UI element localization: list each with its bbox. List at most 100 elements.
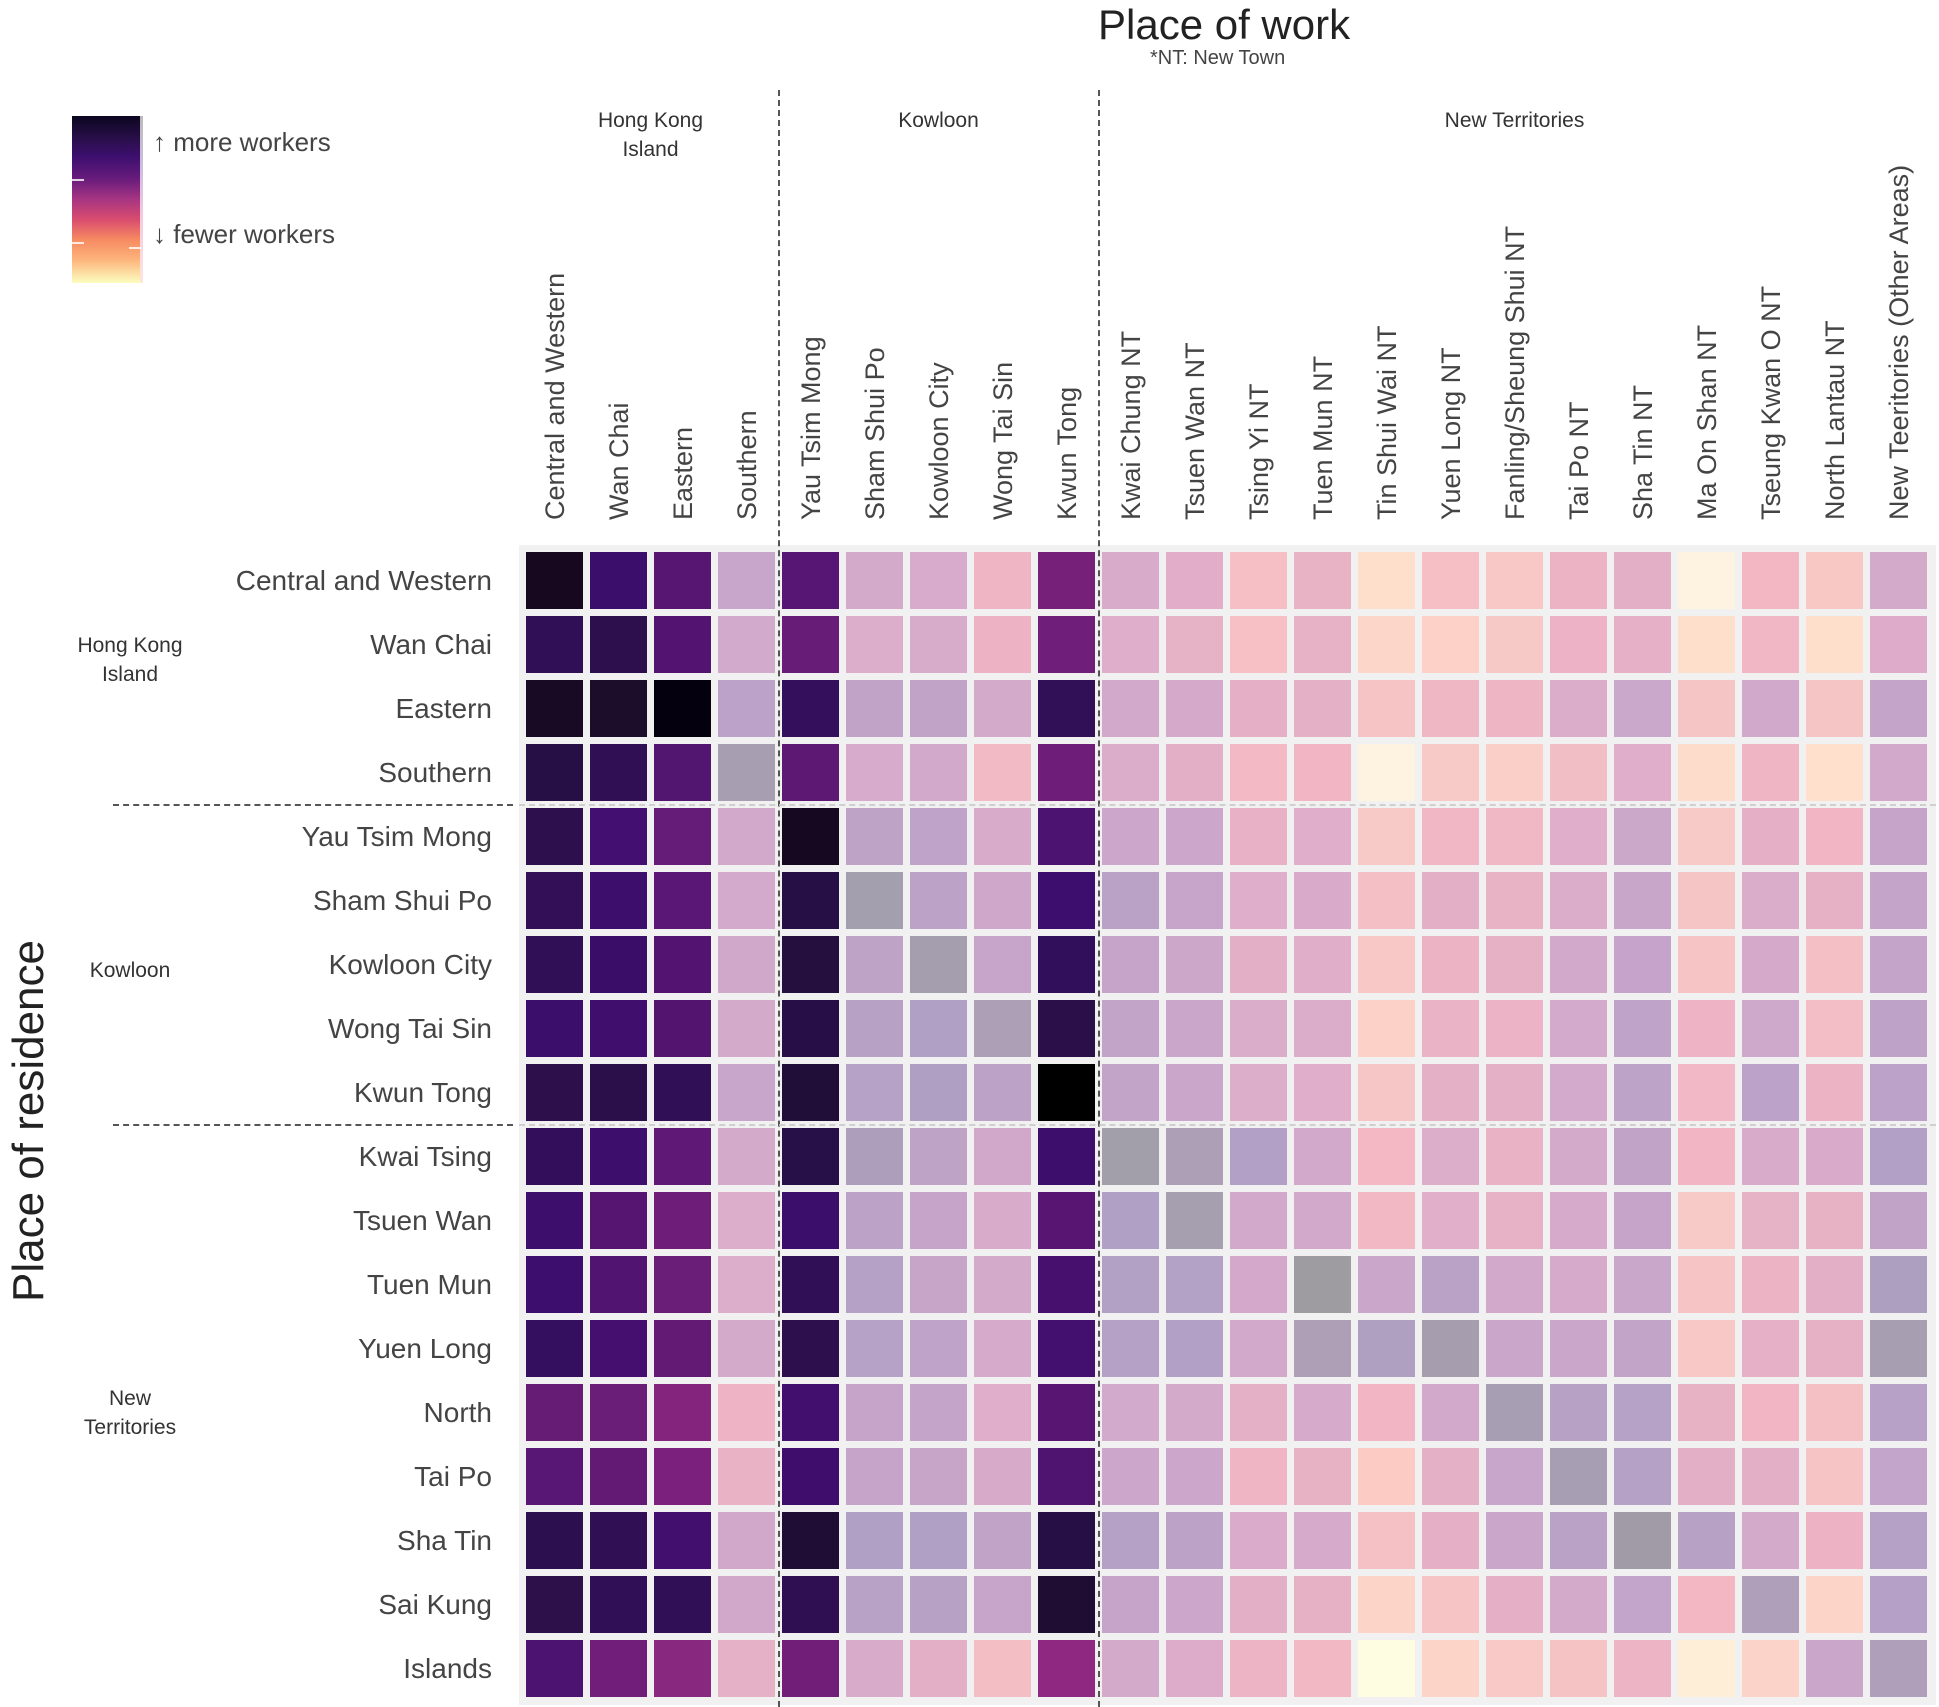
y-axis-title: Place of residence (4, 940, 53, 1302)
heatmap-cell (1870, 1192, 1927, 1249)
heatmap-cell (910, 1512, 967, 1569)
heatmap-cell (1678, 1256, 1735, 1313)
heatmap-cell (718, 1192, 775, 1249)
heatmap-cell (1166, 1576, 1223, 1633)
heatmap-cell (718, 1576, 775, 1633)
column-label: Ma On Shan NT (1691, 324, 1722, 520)
heatmap-cell (1486, 872, 1543, 929)
legend-tick (72, 242, 84, 244)
column-label: Eastern (667, 426, 698, 520)
heatmap-cell (1486, 1128, 1543, 1185)
heatmap-cell (1102, 1256, 1159, 1313)
heatmap-cell (1806, 936, 1863, 993)
heatmap-cell (1870, 1640, 1927, 1697)
heatmap-cell (846, 1512, 903, 1569)
heatmap-cell (1038, 1192, 1095, 1249)
heatmap-cell (1678, 936, 1735, 993)
heatmap-cell (590, 1384, 647, 1441)
heatmap-cell (718, 552, 775, 609)
heatmap-cell (846, 1640, 903, 1697)
heatmap-cell (782, 616, 839, 673)
heatmap-cell (910, 1448, 967, 1505)
heatmap-cell (910, 1064, 967, 1121)
heatmap-cell (1358, 1064, 1415, 1121)
heatmap-cell (1486, 936, 1543, 993)
color-legend-bar (72, 116, 140, 283)
heatmap-cell (1038, 872, 1095, 929)
row-group-label-line: Territories (83, 1416, 177, 1439)
row-label: Wan Chai (370, 628, 492, 660)
heatmap-cell (1038, 552, 1095, 609)
heatmap-cell (1678, 1448, 1735, 1505)
heatmap-cell (1294, 552, 1351, 609)
heatmap-cell (1102, 1064, 1159, 1121)
heatmap-cell (782, 680, 839, 737)
heatmap-cell (1230, 1000, 1287, 1057)
heatmap-cell (1102, 552, 1159, 609)
heatmap-cell (1806, 1576, 1863, 1633)
heatmap-cell (1038, 1512, 1095, 1569)
heatmap-cell (1166, 1448, 1223, 1505)
heatmap-cell (1870, 1000, 1927, 1057)
heatmap-cell (974, 808, 1031, 865)
heatmap-cell (910, 1256, 967, 1313)
legend-fewer-label: ↓ fewer workers (153, 219, 336, 249)
heatmap-cell (1486, 552, 1543, 609)
heatmap-cell (1358, 1192, 1415, 1249)
heatmap-cell (910, 872, 967, 929)
row-label: Islands (403, 1652, 492, 1684)
heatmap-cell (910, 1192, 967, 1249)
heatmap-cell (1166, 1512, 1223, 1569)
heatmap-cell (1806, 1320, 1863, 1377)
column-group-label-line: New Territories (1444, 109, 1585, 132)
heatmap-cell (1294, 872, 1351, 929)
heatmap-cell (590, 1192, 647, 1249)
heatmap-cell (846, 1128, 903, 1185)
heatmap-cell (1358, 1448, 1415, 1505)
heatmap-cell (654, 1576, 711, 1633)
row-label: Yau Tsim Mong (301, 820, 492, 852)
heatmap-cell (718, 1384, 775, 1441)
heatmap-cell (1358, 1000, 1415, 1057)
heatmap-cell (1230, 1256, 1287, 1313)
row-label: Yuen Long (358, 1332, 492, 1364)
heatmap-cell (1102, 1192, 1159, 1249)
heatmap-cell (654, 936, 711, 993)
heatmap-cell (1742, 1448, 1799, 1505)
heatmap-cell (654, 744, 711, 801)
heatmap-cell (1806, 808, 1863, 865)
heatmap-cell (590, 1256, 647, 1313)
heatmap-cell (1742, 616, 1799, 673)
legend-tick (129, 247, 141, 249)
heatmap-cell (910, 616, 967, 673)
heatmap-cell (654, 1320, 711, 1377)
heatmap-cell (846, 1384, 903, 1441)
heatmap-cell (1294, 1576, 1351, 1633)
row-label: Kwai Tsing (358, 1140, 492, 1172)
heatmap-cell (1294, 808, 1351, 865)
heatmap-cell (1614, 936, 1671, 993)
heatmap-cell (910, 1128, 967, 1185)
heatmap-cell (526, 1576, 583, 1633)
column-label: Yuen Long NT (1435, 347, 1466, 520)
heatmap-cell (1358, 872, 1415, 929)
heatmap-cell (1870, 552, 1927, 609)
heatmap-cell (1742, 1000, 1799, 1057)
heatmap-cell (654, 680, 711, 737)
heatmap-cell (1422, 552, 1479, 609)
heatmap-cell (1550, 1512, 1607, 1569)
heatmap-cell (1678, 1064, 1735, 1121)
heatmap-cell (846, 936, 903, 993)
heatmap-cell (1870, 1384, 1927, 1441)
heatmap-cell (1742, 1512, 1799, 1569)
heatmap-cell (974, 1000, 1031, 1057)
heatmap-cell (1806, 552, 1863, 609)
heatmap-cell (846, 1064, 903, 1121)
column-group-label: Kowloon (789, 106, 1089, 135)
heatmap-cell (1166, 616, 1223, 673)
heatmap-cell (654, 1384, 711, 1441)
heatmap-cell (1294, 1000, 1351, 1057)
heatmap-cell (1422, 1640, 1479, 1697)
column-label: Kwun Tong (1051, 386, 1082, 520)
heatmap-cell (1102, 1448, 1159, 1505)
